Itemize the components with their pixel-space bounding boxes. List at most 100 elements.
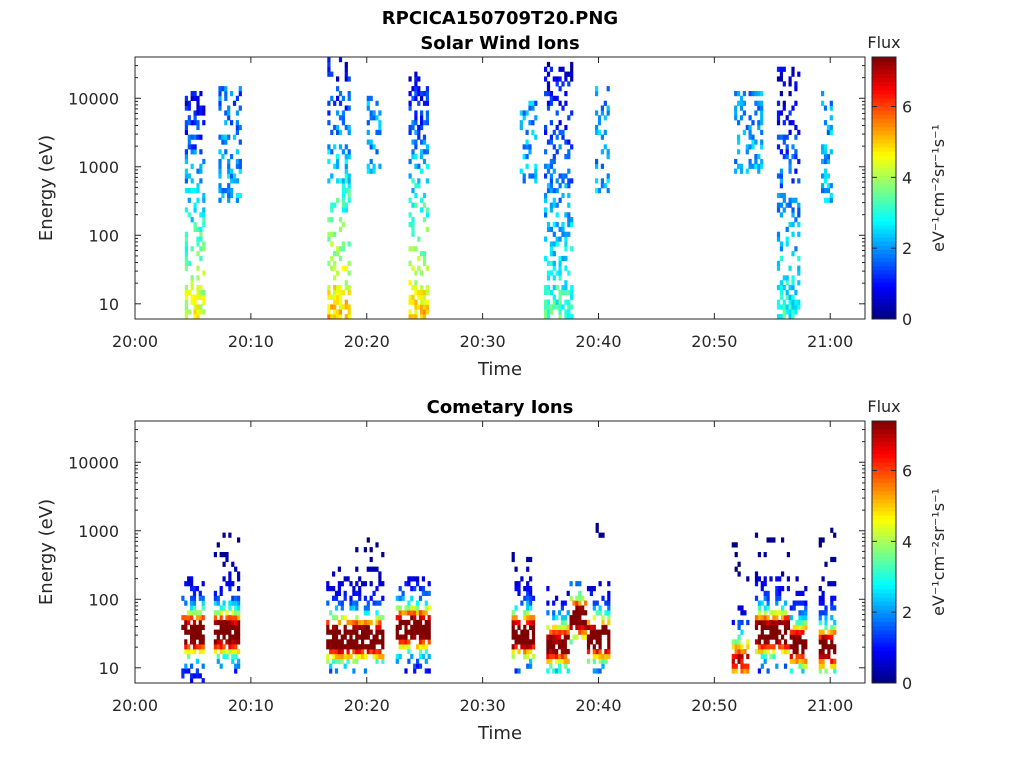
flux-cell xyxy=(740,649,744,655)
flux-cell xyxy=(349,605,353,611)
flux-cell xyxy=(417,129,421,135)
flux-cell xyxy=(586,639,591,645)
flux-cell xyxy=(546,270,551,276)
flux-cell xyxy=(184,629,188,635)
flux-cell xyxy=(745,168,749,174)
flux-cell xyxy=(763,619,767,626)
flux-cell xyxy=(555,285,559,291)
flux-cell xyxy=(785,304,789,310)
flux-cell xyxy=(785,280,789,286)
flux-cell xyxy=(769,624,773,630)
flux-cell xyxy=(607,605,611,611)
flux-cell xyxy=(776,66,781,72)
flux-cell xyxy=(511,624,515,630)
x-tick-label: 20:40 xyxy=(575,696,621,715)
flux-cell xyxy=(607,600,611,606)
flux-cell xyxy=(560,639,564,645)
flux-cell xyxy=(564,299,568,305)
flux-cell xyxy=(398,605,402,611)
flux-cell xyxy=(795,634,799,640)
flux-cell xyxy=(772,634,776,640)
flux-cell xyxy=(196,314,200,320)
flux-cell xyxy=(422,100,427,106)
flux-cell xyxy=(330,95,334,101)
flux-cell xyxy=(818,615,822,621)
colorbar-segment xyxy=(872,515,896,520)
flux-cell xyxy=(358,595,362,601)
colorbar-frame xyxy=(871,420,897,684)
flux-cell xyxy=(414,154,418,160)
flux-cell xyxy=(578,610,582,616)
flux-cell xyxy=(776,236,781,242)
flux-cell xyxy=(778,595,782,601)
flux-cell xyxy=(520,629,524,635)
flux-cell xyxy=(372,644,376,650)
flux-cell xyxy=(330,294,334,300)
flux-cell xyxy=(196,168,200,174)
flux-cell xyxy=(584,624,588,630)
flux-cell xyxy=(358,649,362,655)
flux-cell xyxy=(570,304,574,310)
flux-cell xyxy=(198,634,202,640)
flux-cell xyxy=(549,188,553,194)
flux-cell xyxy=(546,183,551,189)
flux-cell xyxy=(327,314,331,320)
flux-cell xyxy=(788,120,792,126)
flux-cell xyxy=(378,576,382,582)
flux-cell xyxy=(555,124,559,131)
flux-cell xyxy=(224,139,228,145)
flux-cell xyxy=(417,163,421,169)
flux-cell xyxy=(424,600,428,606)
flux-cell xyxy=(781,634,785,640)
flux-cell xyxy=(740,619,744,626)
flux-cell xyxy=(757,120,761,126)
flux-cell xyxy=(742,110,746,116)
flux-cell xyxy=(826,124,830,131)
flux-cell xyxy=(202,309,206,315)
flux-cell xyxy=(766,537,770,543)
flux-cell xyxy=(332,624,336,630)
flux-cell xyxy=(522,110,526,116)
flux-cell xyxy=(330,265,334,271)
flux-cell xyxy=(598,629,602,635)
flux-cell xyxy=(821,173,825,179)
flux-cell xyxy=(340,581,344,587)
flux-cell xyxy=(184,294,188,300)
colorbar-segment xyxy=(872,89,896,95)
flux-cell xyxy=(201,634,205,640)
flux-cell xyxy=(760,615,764,621)
flux-cell xyxy=(192,634,197,640)
flux-cell xyxy=(546,289,551,296)
flux-cell xyxy=(224,188,228,194)
flux-cell xyxy=(526,566,530,572)
flux-cell xyxy=(184,668,188,674)
flux-cell xyxy=(546,81,551,87)
flux-cell xyxy=(416,658,420,664)
flux-cell xyxy=(769,653,773,660)
flux-cell xyxy=(776,76,781,82)
flux-cell xyxy=(366,629,370,635)
flux-cell xyxy=(534,173,538,179)
flux-cell xyxy=(522,173,526,179)
flux-cell xyxy=(410,595,414,601)
flux-cell xyxy=(225,556,229,563)
flux-cell xyxy=(552,629,556,635)
flux-cell xyxy=(740,610,744,616)
flux-cell xyxy=(757,168,761,174)
flux-cell xyxy=(347,314,351,320)
flux-cell xyxy=(560,615,564,621)
flux-cell xyxy=(601,615,605,621)
flux-cell xyxy=(737,149,741,155)
flux-cell xyxy=(544,236,548,242)
flux-cell xyxy=(555,110,559,116)
y-tick-label: 100 xyxy=(88,226,119,245)
flux-cell xyxy=(607,629,611,635)
flux-cell xyxy=(798,619,802,626)
flux-cell xyxy=(789,668,793,674)
flux-cell xyxy=(344,105,348,111)
flux-cell xyxy=(595,668,599,674)
flux-cell xyxy=(789,629,793,635)
flux-cell xyxy=(333,163,337,169)
flux-cell xyxy=(366,139,370,145)
flux-cell xyxy=(340,644,344,650)
